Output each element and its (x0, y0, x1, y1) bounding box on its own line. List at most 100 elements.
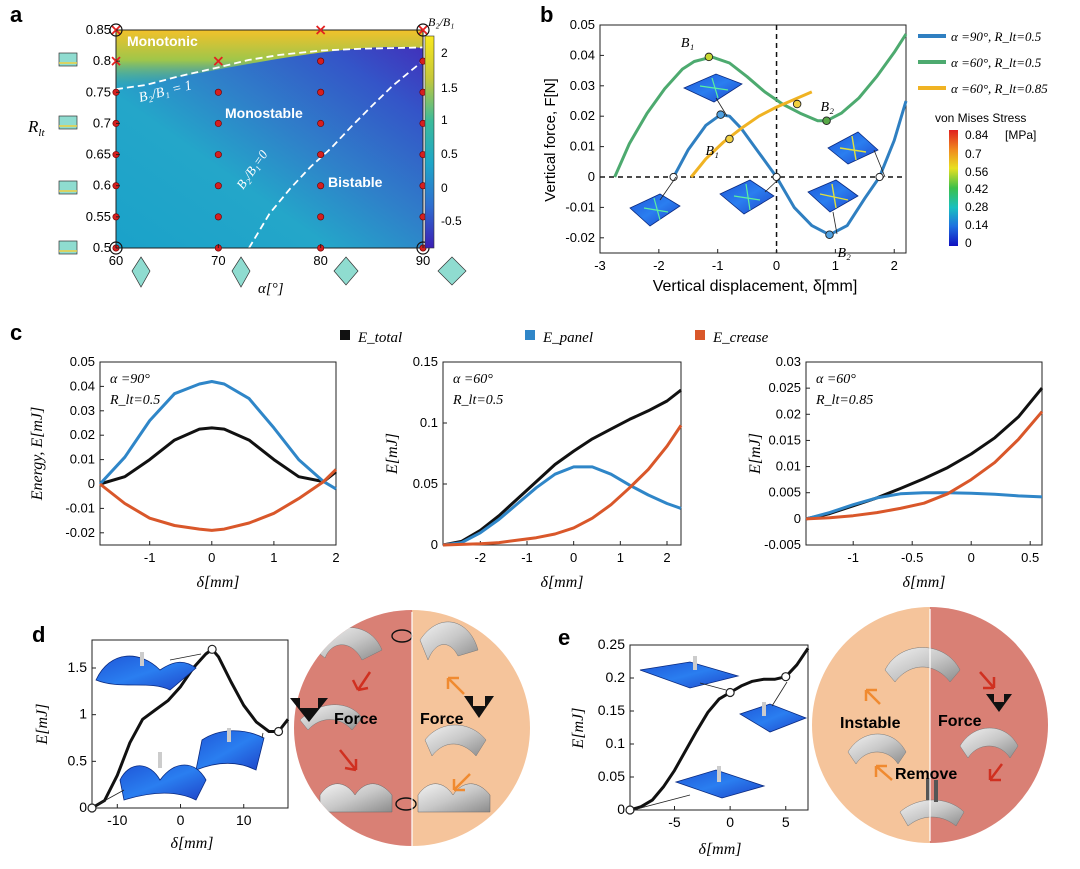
snapshot-shape (629, 193, 681, 227)
x-tick-label: 0 (726, 814, 734, 830)
axes-frame-d (91, 639, 289, 809)
y-tick-label: -0.02 (65, 525, 95, 540)
y-tick-label: 0.05 (70, 354, 95, 369)
y-tick-label: 0.1 (606, 735, 626, 751)
y-tick-label: 0.05 (413, 476, 438, 491)
indenter (158, 752, 162, 768)
y-tick-label: 0.85 (86, 22, 111, 37)
snapshot-shape (683, 73, 743, 103)
series-line (442, 424, 683, 547)
y-tick-label: 0.2 (606, 669, 626, 685)
sample-point (317, 88, 325, 96)
series-line (99, 426, 337, 486)
x-tick-label: 80 (313, 253, 327, 268)
disc-label-e-instable: Instable (840, 715, 901, 732)
x-axis-label-c: δ[mm] (197, 574, 240, 591)
legend-c-panel: E_panel (542, 330, 593, 346)
stress-tick: 0 (965, 236, 972, 250)
marker-point (792, 99, 802, 109)
series-line (805, 410, 1044, 521)
y-tick-label: 0.8 (93, 53, 111, 68)
sample-point-x (213, 56, 223, 66)
highlight-circle (109, 23, 123, 37)
x-tick-label: -1 (712, 258, 724, 273)
x-tick-label: -5 (668, 814, 681, 830)
marker-label: B₂ (821, 100, 835, 115)
y-tick-label: 0.04 (570, 47, 595, 62)
y-tick-label: 0.04 (70, 378, 95, 393)
annotation-rlt: R_lt=0.5 (109, 393, 160, 408)
legend-b-item: α =60°, R_lt=0.85 (951, 81, 1048, 96)
y-tick-label: 0.15 (413, 354, 438, 369)
x-tick-label: -3 (594, 258, 606, 273)
y-axis-label-a: Rlt (27, 117, 45, 139)
fem-shape (95, 655, 197, 691)
equilibrium-point (781, 672, 791, 682)
snapshot-shape (827, 131, 879, 165)
panel-label-b: b (540, 2, 553, 27)
stress-tick: 0.56 (965, 165, 989, 179)
sample-point (317, 119, 325, 127)
panel-d: d 1.5 1 0.5 0 -10 0 10 δ[mm] E[mJ] (32, 610, 530, 852)
x-tick-label: 2 (663, 550, 670, 565)
disc-label-e-remove: Remove (895, 766, 957, 783)
x-tick-label: 1 (617, 550, 624, 565)
x-tick-label: 0 (208, 550, 215, 565)
x-axis-label-d: δ[mm] (171, 835, 214, 852)
legend-c: E_total E_panel E_crease (340, 330, 769, 346)
indenter (717, 766, 721, 782)
x-tick-label: -1 (847, 550, 859, 565)
disc-label-d-right: Force (420, 711, 464, 728)
annotation-rlt: R_lt=0.85 (815, 393, 873, 408)
series-line (91, 647, 290, 810)
y-axis-label-b: Vertical force, F[N] (542, 78, 559, 201)
snapshot-shape (719, 179, 775, 215)
indenter (762, 702, 766, 716)
panel-c: c E_total E_panel E_crease -1 0 1 2 0.05 0.04… (10, 320, 1044, 591)
equilibrium-point (87, 803, 97, 813)
colorbar-a-tick: 1 (441, 113, 448, 127)
highlight-circle (416, 23, 430, 37)
y-axis-label-e: E[mJ] (570, 708, 587, 750)
pattern-icons-a (58, 52, 467, 288)
x-tick-label: 0 (773, 258, 780, 273)
y-tick-label: 0.02 (570, 108, 595, 123)
stress-tick: 0.28 (965, 200, 989, 214)
axes-frame-b (599, 24, 907, 254)
x-axis-label-a: α[°] (258, 281, 284, 297)
snapshot-shape (807, 179, 859, 213)
marker-point (716, 110, 725, 119)
y-tick-label: 1 (79, 706, 87, 722)
equilibrium-point (669, 172, 678, 182)
y-axis-label-c: Energy, E[mJ] (29, 407, 46, 502)
sample-point (214, 182, 222, 190)
y-tick-label: 0.7 (93, 115, 111, 130)
x-tick-label: -0.5 (901, 550, 923, 565)
panel-label-a: a (10, 2, 23, 27)
annotation-rlt: R_lt=0.5 (452, 393, 503, 408)
series-line (613, 33, 908, 178)
equilibrium-point (875, 172, 884, 182)
x-tick-label: -2 (653, 258, 665, 273)
series-line (98, 380, 337, 491)
marker-point (825, 230, 834, 240)
sample-point (214, 119, 222, 127)
y-tick-label: 0 (617, 801, 625, 817)
axes-frame-c (805, 361, 1043, 546)
x-axis-label-b: Vertical displacement, δ[mm] (653, 278, 858, 295)
monotonic-region-fill (116, 30, 423, 90)
colorbar-a-tick: 2 (441, 46, 448, 60)
x-tick-label: 60 (109, 253, 123, 268)
panel-label-e: e (558, 625, 570, 650)
fem-shapes-d (94, 652, 265, 807)
y-tick-label: 0.55 (86, 209, 111, 224)
legend-c-total: E_total (357, 330, 402, 346)
y-tick-label: 0.015 (768, 432, 801, 447)
y-tick-label: 0.05 (570, 17, 595, 32)
panel-b: b 0.05 0.04 0.03 0.02 0.01 0 -0.01 -0.02 -3 -2 -1… (540, 2, 1048, 295)
stress-tick: 0.42 (965, 182, 989, 196)
series-line (672, 100, 908, 237)
marker-label: B₁ (705, 144, 718, 159)
series-line (690, 90, 813, 178)
